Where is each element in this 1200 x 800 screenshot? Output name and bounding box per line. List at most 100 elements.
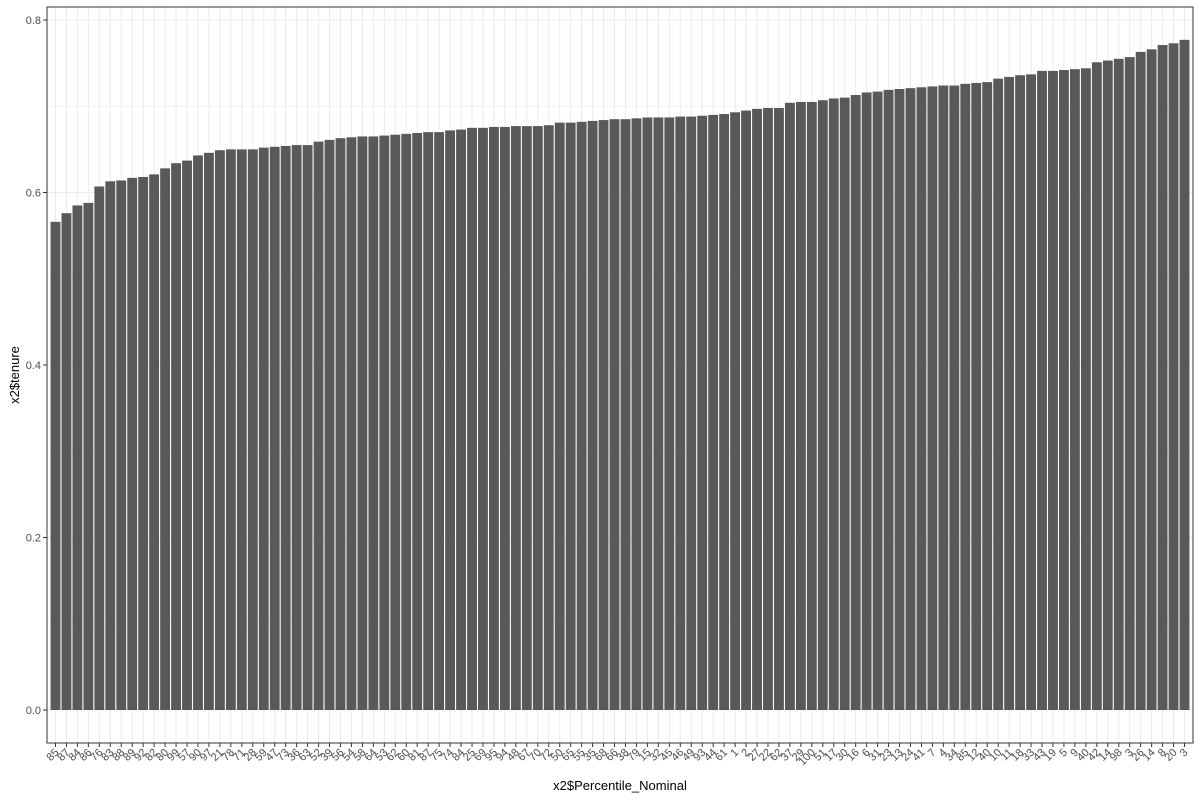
bar	[697, 115, 708, 711]
bar	[565, 122, 576, 710]
bar	[225, 149, 236, 710]
bar	[675, 116, 686, 711]
bar	[171, 163, 181, 711]
bar	[708, 114, 719, 710]
bar	[324, 139, 335, 710]
bar	[774, 107, 784, 711]
y-tick-label: 0.4	[26, 360, 41, 372]
bar	[839, 97, 850, 710]
bar	[795, 101, 806, 710]
bar	[258, 147, 269, 710]
bar	[434, 132, 445, 710]
bar	[1113, 58, 1124, 710]
bar	[116, 180, 127, 711]
bar	[587, 120, 598, 711]
y-tick-label: 0.0	[26, 705, 41, 717]
bar	[894, 89, 905, 710]
bar	[401, 133, 412, 711]
bar	[817, 100, 828, 710]
bar	[927, 86, 938, 711]
bar	[916, 87, 927, 710]
bar	[532, 126, 543, 710]
bar	[467, 127, 477, 710]
bar	[1157, 45, 1168, 710]
bar	[291, 145, 302, 710]
bar	[982, 82, 993, 711]
y-axis-ticks: 0.0 0.2 0.4 0.6 0.8	[26, 15, 47, 717]
bar	[1179, 39, 1190, 710]
bar	[247, 149, 258, 710]
bar	[390, 134, 401, 710]
bar	[149, 174, 160, 710]
bar	[631, 118, 642, 710]
bar	[850, 95, 861, 711]
bar	[598, 120, 609, 711]
bar	[379, 135, 390, 710]
bar	[269, 146, 280, 711]
bar	[346, 137, 357, 711]
bar	[105, 181, 116, 711]
bar	[160, 168, 171, 711]
bar	[1080, 68, 1091, 711]
bar	[949, 85, 960, 711]
bar	[971, 82, 982, 710]
bar	[1124, 57, 1135, 710]
bar	[609, 119, 620, 710]
y-tick-label: 0.8	[26, 15, 41, 27]
bars	[50, 39, 1190, 711]
bar	[423, 132, 434, 710]
bar	[554, 122, 565, 710]
bar	[719, 114, 730, 710]
bar	[127, 177, 138, 710]
bar	[489, 126, 499, 710]
bar	[763, 107, 773, 711]
bar	[236, 149, 247, 710]
bar	[204, 152, 214, 710]
bar	[576, 121, 587, 710]
bar	[872, 91, 883, 710]
bar	[478, 127, 488, 710]
bar	[1048, 70, 1058, 710]
bar	[1015, 75, 1026, 710]
bar	[664, 117, 675, 710]
bar	[993, 78, 1004, 710]
bar	[335, 138, 346, 711]
bar	[313, 141, 324, 711]
bar	[61, 213, 72, 710]
bar	[1102, 60, 1113, 711]
bar	[368, 136, 379, 710]
bar	[861, 92, 872, 710]
bar	[412, 132, 423, 711]
bar	[445, 130, 456, 710]
bar	[883, 89, 894, 711]
bar	[182, 160, 192, 710]
y-tick-label: 0.2	[26, 533, 41, 545]
x-axis-title: x2$Percentile_Nominal	[553, 778, 687, 793]
y-tick-label: 0.6	[26, 188, 41, 200]
bar	[94, 186, 105, 710]
bar	[1004, 76, 1015, 711]
bar	[905, 88, 916, 710]
bar	[50, 221, 61, 710]
bar	[214, 150, 225, 711]
bar	[620, 119, 631, 710]
bar	[686, 116, 697, 711]
bar	[938, 85, 949, 711]
bar	[1059, 70, 1069, 710]
bar	[456, 129, 466, 711]
bar	[741, 110, 751, 710]
bar	[1026, 74, 1036, 710]
bar	[521, 126, 532, 710]
bar	[752, 108, 762, 710]
bar	[1069, 69, 1080, 711]
bar	[357, 136, 368, 710]
bar	[642, 117, 653, 710]
bar	[730, 112, 741, 711]
bar	[510, 126, 521, 710]
bar	[806, 101, 817, 710]
bar	[1135, 51, 1146, 711]
bar	[499, 126, 510, 710]
bar	[543, 125, 554, 711]
bar	[1168, 43, 1179, 711]
